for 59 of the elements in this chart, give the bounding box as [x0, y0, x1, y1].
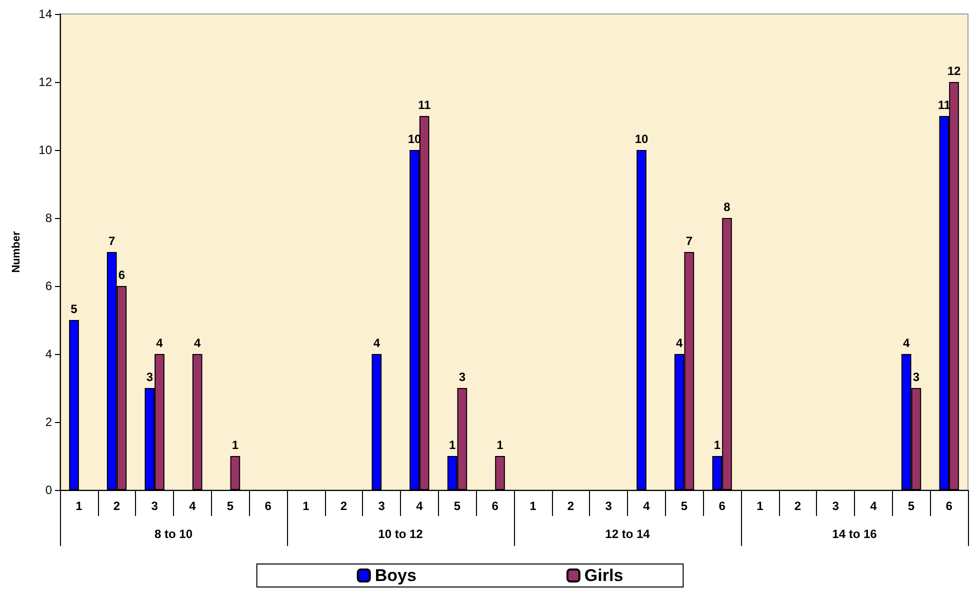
data-label: 3 [146, 370, 154, 384]
text: 14 to 16 [832, 527, 878, 541]
legend-label: Boys [374, 566, 416, 585]
text: 8 to 10 [154, 527, 193, 541]
x-tick-label: 3 [605, 499, 612, 513]
x-tick-label: 1 [530, 499, 537, 513]
data-label: 8 [724, 200, 731, 214]
x-tick-label: 1 [756, 499, 764, 513]
x-tick-label: 6 [264, 499, 272, 513]
x-tick-label: 3 [832, 499, 840, 513]
x-tick-label: 6 [492, 499, 499, 513]
data-label: 4 [156, 336, 164, 350]
text: 12 to 14 [605, 527, 650, 541]
x-tick-label: 3 [378, 499, 386, 513]
data-label: 4 [373, 336, 380, 350]
data-label: 3 [912, 370, 920, 384]
data-label: 1 [232, 438, 239, 452]
x-tick-label: 3 [151, 499, 158, 513]
data-label: 1 [496, 438, 504, 452]
x-tick-label: 6 [718, 499, 726, 513]
x-tick-label: 1 [302, 499, 310, 513]
x-tick-label: 6 [946, 499, 953, 513]
x-tick-label: 4 [416, 499, 424, 513]
x-tick-label: 4 [643, 499, 650, 513]
y-tick-label: 2 [45, 415, 52, 429]
data-label: 10 [634, 132, 648, 146]
x-tick-label: 5 [680, 499, 688, 513]
x-tick-label: 2 [340, 499, 348, 513]
x-tick-label: 2 [567, 499, 574, 513]
x-tick-label: 5 [908, 499, 915, 513]
x-tick-label: 5 [454, 499, 461, 513]
data-label: 1 [714, 438, 721, 452]
y-tick-label: 6 [45, 279, 52, 293]
data-label: 6 [118, 268, 126, 282]
y-tick-label: 12 [38, 75, 52, 89]
data-label: 7 [108, 234, 116, 248]
data-label: 3 [458, 370, 466, 384]
y-axis-title: Number [10, 230, 22, 273]
data-label: 11 [418, 98, 432, 112]
y-tick-label: 0 [45, 483, 52, 497]
data-label: 7 [686, 234, 693, 248]
data-label: 12 [947, 64, 961, 78]
data-label: 1 [448, 438, 456, 452]
y-tick-label: 8 [45, 211, 52, 225]
data-label: 4 [194, 336, 201, 350]
x-tick-label: 4 [189, 499, 196, 513]
x-tick-label: 2 [113, 499, 120, 513]
x-tick-label: 4 [870, 499, 878, 513]
x-tick-label: 2 [794, 499, 802, 513]
x-tick-label: 1 [76, 499, 83, 513]
text: 10 to 12 [378, 527, 424, 541]
data-label: 5 [70, 302, 78, 316]
legend-label: Girls [584, 566, 624, 585]
x-tick-label: 5 [226, 499, 234, 513]
data-label: 4 [676, 336, 683, 350]
y-tick-label: 10 [38, 143, 52, 157]
data-label: 4 [902, 336, 910, 350]
y-tick-label: 14 [38, 7, 52, 21]
y-tick-label: 4 [45, 347, 52, 361]
